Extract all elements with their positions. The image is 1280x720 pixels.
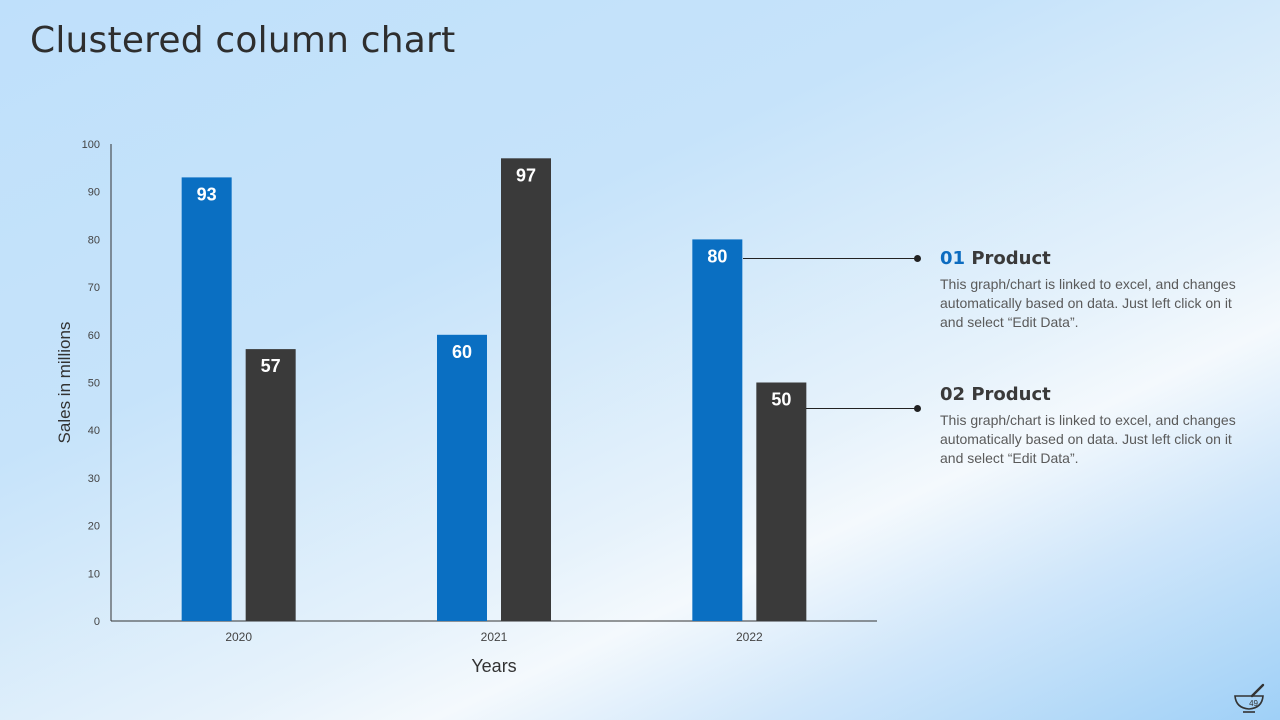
legend-item-01: 01 Product This graph/chart is linked to… — [940, 248, 1250, 332]
bar-series1-2021 — [437, 334, 487, 621]
bar-series2-2022 — [756, 382, 807, 621]
legend-number-02: 02 — [940, 384, 966, 405]
x-tick-label: 2020 — [225, 630, 252, 644]
slide-title: Clustered column chart — [30, 20, 456, 61]
data-label: 50 — [771, 390, 791, 410]
bar-series1-2020 — [181, 177, 232, 621]
x-tick-label: 2021 — [481, 630, 508, 644]
y-tick-label: 90 — [88, 187, 100, 199]
y-tick-label: 100 — [82, 139, 100, 151]
connector-line-01 — [743, 258, 918, 259]
legend-heading-01: 01 Product — [940, 248, 1250, 269]
legend-description-01: This graph/chart is linked to excel, and… — [940, 276, 1236, 330]
page-number: 49 — [1249, 699, 1258, 708]
legend-heading-02: 02 Product — [940, 384, 1250, 405]
legend-label-02: Product — [971, 384, 1051, 405]
y-tick-label: 0 — [94, 616, 100, 628]
y-tick-label: 80 — [88, 234, 100, 246]
y-axis-title: Sales in millions — [55, 322, 74, 444]
y-tick-label: 20 — [88, 521, 100, 533]
data-label: 80 — [707, 246, 727, 266]
data-label: 93 — [197, 184, 217, 204]
y-tick-label: 70 — [88, 282, 100, 294]
y-tick-label: 40 — [88, 425, 100, 437]
bar-series2-2021 — [501, 158, 551, 621]
legend-description-02: This graph/chart is linked to excel, and… — [940, 412, 1236, 466]
y-tick-label: 10 — [88, 568, 100, 580]
data-label: 97 — [516, 165, 536, 185]
data-label: 60 — [452, 342, 472, 362]
x-axis-title: Years — [471, 656, 516, 676]
clustered-column-chart: 0 10 20 30 40 50 60 70 80 90 100 2020 93 57 2021 60 97 20… — [55, 139, 877, 676]
legend-item-02: 02 Product This graph/chart is linked to… — [940, 384, 1250, 468]
mortar-pestle-icon — [1234, 683, 1265, 713]
connector-dot-01 — [914, 255, 921, 262]
y-tick-label: 60 — [88, 330, 100, 342]
legend-number-01: 01 — [940, 248, 966, 269]
connector-line-02 — [806, 408, 918, 409]
data-label: 57 — [261, 356, 281, 376]
bar-series2-2020 — [245, 349, 296, 621]
bar-series1-2022 — [692, 239, 743, 621]
connector-dot-02 — [914, 405, 921, 412]
y-tick-label: 30 — [88, 473, 100, 485]
legend-label-01: Product — [971, 248, 1051, 269]
x-tick-label: 2022 — [736, 630, 763, 644]
y-tick-label: 50 — [88, 378, 100, 390]
